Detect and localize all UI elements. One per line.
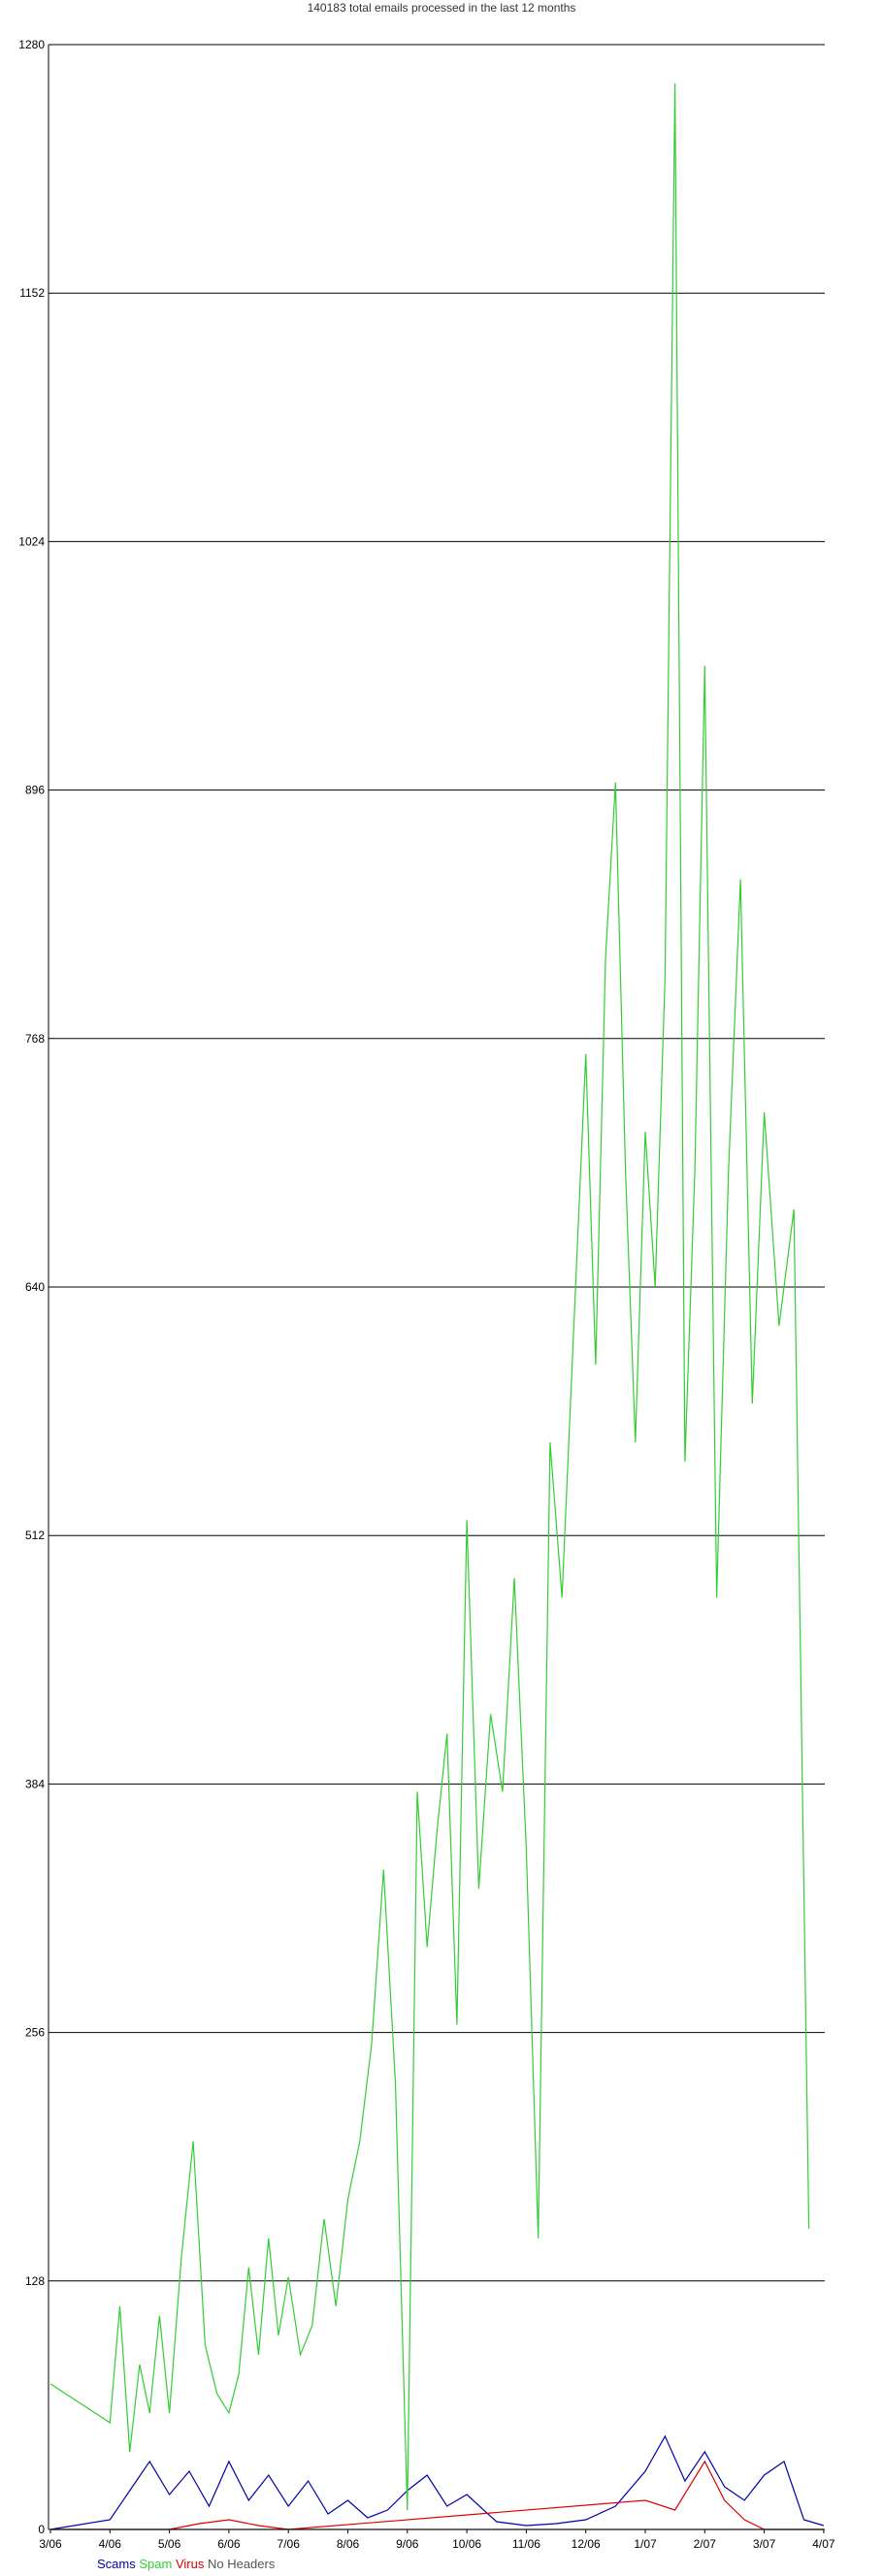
- legend: Scams Spam Virus No Headers: [97, 2557, 276, 2571]
- x-tick-label: 6/06: [217, 2537, 241, 2551]
- y-tick-label: 1024: [18, 534, 45, 548]
- y-tick-label: 256: [25, 2026, 45, 2040]
- y-tick-label: 640: [25, 1280, 45, 1294]
- series-line-spam: [49, 82, 810, 2511]
- y-tick-label: 1152: [19, 286, 45, 300]
- x-tick-label: 11/06: [512, 2537, 540, 2551]
- x-tick-label: 8/06: [337, 2537, 360, 2551]
- x-tick-label: 10/06: [452, 2537, 481, 2551]
- x-tick-label: 3/07: [753, 2537, 776, 2551]
- series-line-virus: [50, 2460, 824, 2530]
- grid-lines: [49, 44, 825, 2282]
- x-tick-label: 4/07: [812, 2537, 835, 2551]
- y-tick-label: 128: [25, 2274, 45, 2288]
- y-tick-label: 768: [25, 1032, 45, 1046]
- series-line-scams: [49, 2434, 825, 2530]
- y-tick-label: 0: [38, 2523, 45, 2536]
- y-tick-label: 1280: [18, 38, 45, 51]
- x-tick-label: 4/06: [99, 2537, 122, 2551]
- y-tick-label: 384: [25, 1777, 45, 1790]
- x-axis-tick-labels: 3/06 4/06 5/06 6/06 7/06 8/06 9/06 10/06 11/06 12…: [39, 2529, 835, 2551]
- legend-entry: Scams: [97, 2557, 136, 2571]
- y-axis-tick-labels: 0 128 256 384 512 640 768 896 1024 1152 1280: [18, 38, 45, 2536]
- x-tick-label: 5/06: [158, 2537, 181, 2551]
- x-tick-label: 12/06: [572, 2537, 601, 2551]
- x-tick-label: 7/06: [278, 2537, 301, 2551]
- x-tick-label: 3/06: [39, 2537, 62, 2551]
- y-tick-label: 512: [25, 1529, 45, 1542]
- x-tick-label: 1/07: [634, 2537, 657, 2551]
- y-tick-label: 896: [25, 784, 45, 797]
- series-lines: [49, 82, 825, 2530]
- chart-title: 140183 total emails processed in the las…: [308, 1, 576, 15]
- legend-entry: Spam: [139, 2557, 172, 2571]
- legend-entry: Virus: [176, 2557, 205, 2571]
- legend-entry: No Headers: [208, 2557, 276, 2571]
- x-tick-label: 9/06: [396, 2537, 419, 2551]
- legend-text: Scams Spam Virus No Headers: [97, 2557, 276, 2571]
- x-tick-label: 2/07: [694, 2537, 717, 2551]
